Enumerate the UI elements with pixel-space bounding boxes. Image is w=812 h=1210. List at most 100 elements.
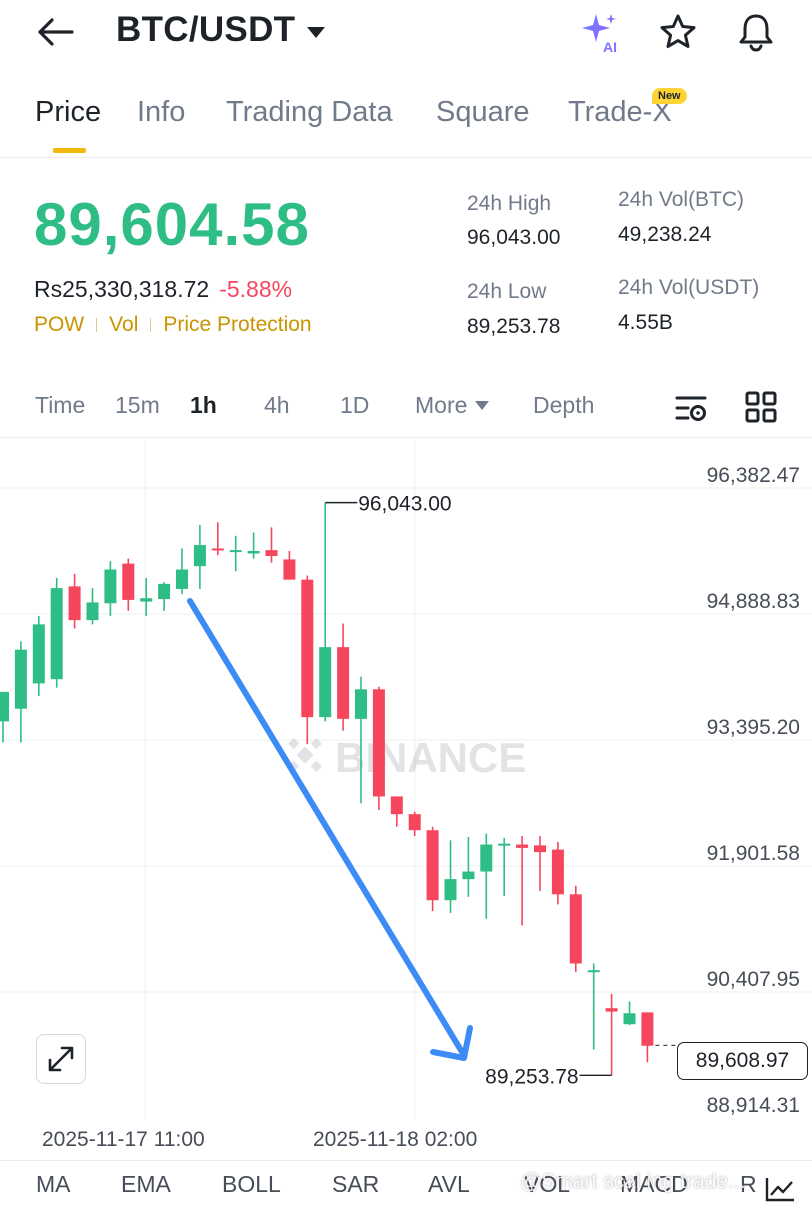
candle-body xyxy=(641,1012,654,1046)
tag-price-protection[interactable]: Price Protection xyxy=(163,313,312,336)
candle-body xyxy=(462,871,475,880)
ai-button[interactable]: AI xyxy=(578,10,622,54)
candle-body xyxy=(0,691,9,722)
candle-body xyxy=(14,649,27,709)
caret-down-icon xyxy=(475,401,490,410)
indicator-ma[interactable]: MA xyxy=(36,1171,71,1197)
expand-icon xyxy=(48,1046,74,1072)
chart-settings-icon xyxy=(675,396,707,421)
candle-body xyxy=(86,602,99,621)
y-tick-label: 91,901.58 xyxy=(707,842,800,865)
tag-pow[interactable]: POW xyxy=(34,313,85,336)
interval-time[interactable]: Time xyxy=(35,392,86,418)
last-price: 89,604.58 xyxy=(34,191,310,258)
more-label: More xyxy=(415,392,468,418)
y-tick-label: 94,888.83 xyxy=(707,590,800,613)
candle-body xyxy=(319,647,332,718)
favorite-button[interactable] xyxy=(656,10,700,54)
low-marker-label: 89,253.78 xyxy=(485,1065,578,1088)
tab-bar: Price Info Trading Data Square Trade-X xyxy=(0,92,812,158)
candle-body xyxy=(265,550,278,557)
indicator-bar: MA EMA BOLL SAR AVL VOL MACD R xyxy=(0,1160,812,1210)
alert-button[interactable] xyxy=(734,10,778,54)
candle-body xyxy=(193,545,206,567)
indicator-avl[interactable]: AVL xyxy=(428,1171,470,1197)
back-arrow-icon xyxy=(38,18,74,46)
x-tick-label: 2025-11-18 02:00 xyxy=(313,1128,478,1151)
y-tick-label: 88,914.31 xyxy=(707,1094,800,1117)
candle-body xyxy=(534,845,546,853)
y-axis: 96,382.47 94,888.83 93,395.20 91,901.58 90,4… xyxy=(707,464,800,1117)
star-icon xyxy=(660,14,696,48)
ai-label: AI xyxy=(603,39,617,54)
watermark-label: BINANCE xyxy=(335,734,526,781)
grid-icon xyxy=(745,391,777,423)
candle-body xyxy=(551,849,564,895)
candle-body xyxy=(122,563,135,600)
candlestick-chart[interactable]: BINANCE 96,382.47 94,888.83 93,395.20 91,90… xyxy=(0,440,812,1160)
candle-body xyxy=(176,569,188,589)
candle-body xyxy=(372,689,385,797)
price-sub-line: Rs25,330,318.72 -5.88% xyxy=(34,276,292,303)
active-tab-indicator xyxy=(53,148,86,153)
interval-4h[interactable]: 4h xyxy=(264,392,290,418)
ai-sparkle-icon: AI xyxy=(582,14,617,54)
candle-body xyxy=(605,1008,618,1012)
interval-1d[interactable]: 1D xyxy=(340,392,370,418)
low-label: 24h Low xyxy=(467,280,547,303)
price-markers: 96,043.00 89,253.78 xyxy=(325,493,676,1088)
candle-body xyxy=(390,796,403,815)
bell-icon xyxy=(739,14,773,52)
high-value: 96,043.00 xyxy=(467,226,561,249)
tag-vol[interactable]: Vol xyxy=(109,313,139,336)
candle-body xyxy=(516,844,529,848)
tab-square[interactable]: Square xyxy=(436,96,530,128)
interval-more[interactable]: More xyxy=(415,392,490,419)
price-change: -5.88% xyxy=(219,276,293,302)
candle-body xyxy=(50,588,63,680)
tab-price[interactable]: Price xyxy=(35,96,102,128)
indicator-vol[interactable]: VOL xyxy=(524,1171,571,1197)
candle-body xyxy=(140,598,153,602)
chart-settings-button[interactable] xyxy=(672,390,710,428)
indicator-macd[interactable]: MACD xyxy=(620,1171,688,1197)
candle-body xyxy=(301,579,314,718)
vol-usdt-value: 4.55B xyxy=(618,311,673,334)
candle-body xyxy=(587,970,600,973)
indicator-sar[interactable]: SAR xyxy=(332,1171,380,1197)
candle-body xyxy=(569,894,582,964)
candle-body xyxy=(247,550,260,554)
tag-row: POW Vol Price Protection xyxy=(34,313,312,337)
pair-name: BTC/USDT xyxy=(116,10,296,49)
tab-info[interactable]: Info xyxy=(137,96,186,128)
candle-body xyxy=(68,586,81,621)
indicator-ema[interactable]: EMA xyxy=(121,1171,171,1197)
fullscreen-button[interactable] xyxy=(36,1034,86,1084)
tab-trading-data[interactable]: Trading Data xyxy=(226,96,393,128)
candle-body xyxy=(283,559,296,580)
candle-body xyxy=(337,647,350,719)
chart-grid xyxy=(0,440,812,1120)
candle-body xyxy=(229,550,242,553)
interval-15m[interactable]: 15m xyxy=(115,392,160,418)
vol-btc-label: 24h Vol(BTC) xyxy=(618,188,745,211)
candle-body xyxy=(211,548,224,551)
candle-body xyxy=(426,830,439,901)
line-chart-icon[interactable] xyxy=(764,1175,796,1203)
back-button[interactable] xyxy=(36,12,76,52)
trend-arrow xyxy=(187,598,473,1061)
interval-1h[interactable]: 1h xyxy=(190,392,217,418)
layout-grid-button[interactable] xyxy=(744,390,780,426)
watermark-caption: @Smart scal ing trade... xyxy=(520,1170,746,1193)
tag-divider xyxy=(150,318,152,332)
indicator-rsi[interactable]: R xyxy=(740,1171,757,1197)
top-bar: BTC/USDT AI xyxy=(0,0,812,64)
binance-watermark: BINANCE xyxy=(288,734,526,781)
chevron-down-icon xyxy=(307,26,326,38)
candle-body xyxy=(444,879,457,901)
pair-selector[interactable]: BTC/USDT xyxy=(116,10,326,50)
y-tick-label: 90,407.95 xyxy=(707,968,800,991)
tab-depth[interactable]: Depth xyxy=(533,392,595,418)
candle-body xyxy=(32,624,45,684)
indicator-boll[interactable]: BOLL xyxy=(222,1171,281,1197)
